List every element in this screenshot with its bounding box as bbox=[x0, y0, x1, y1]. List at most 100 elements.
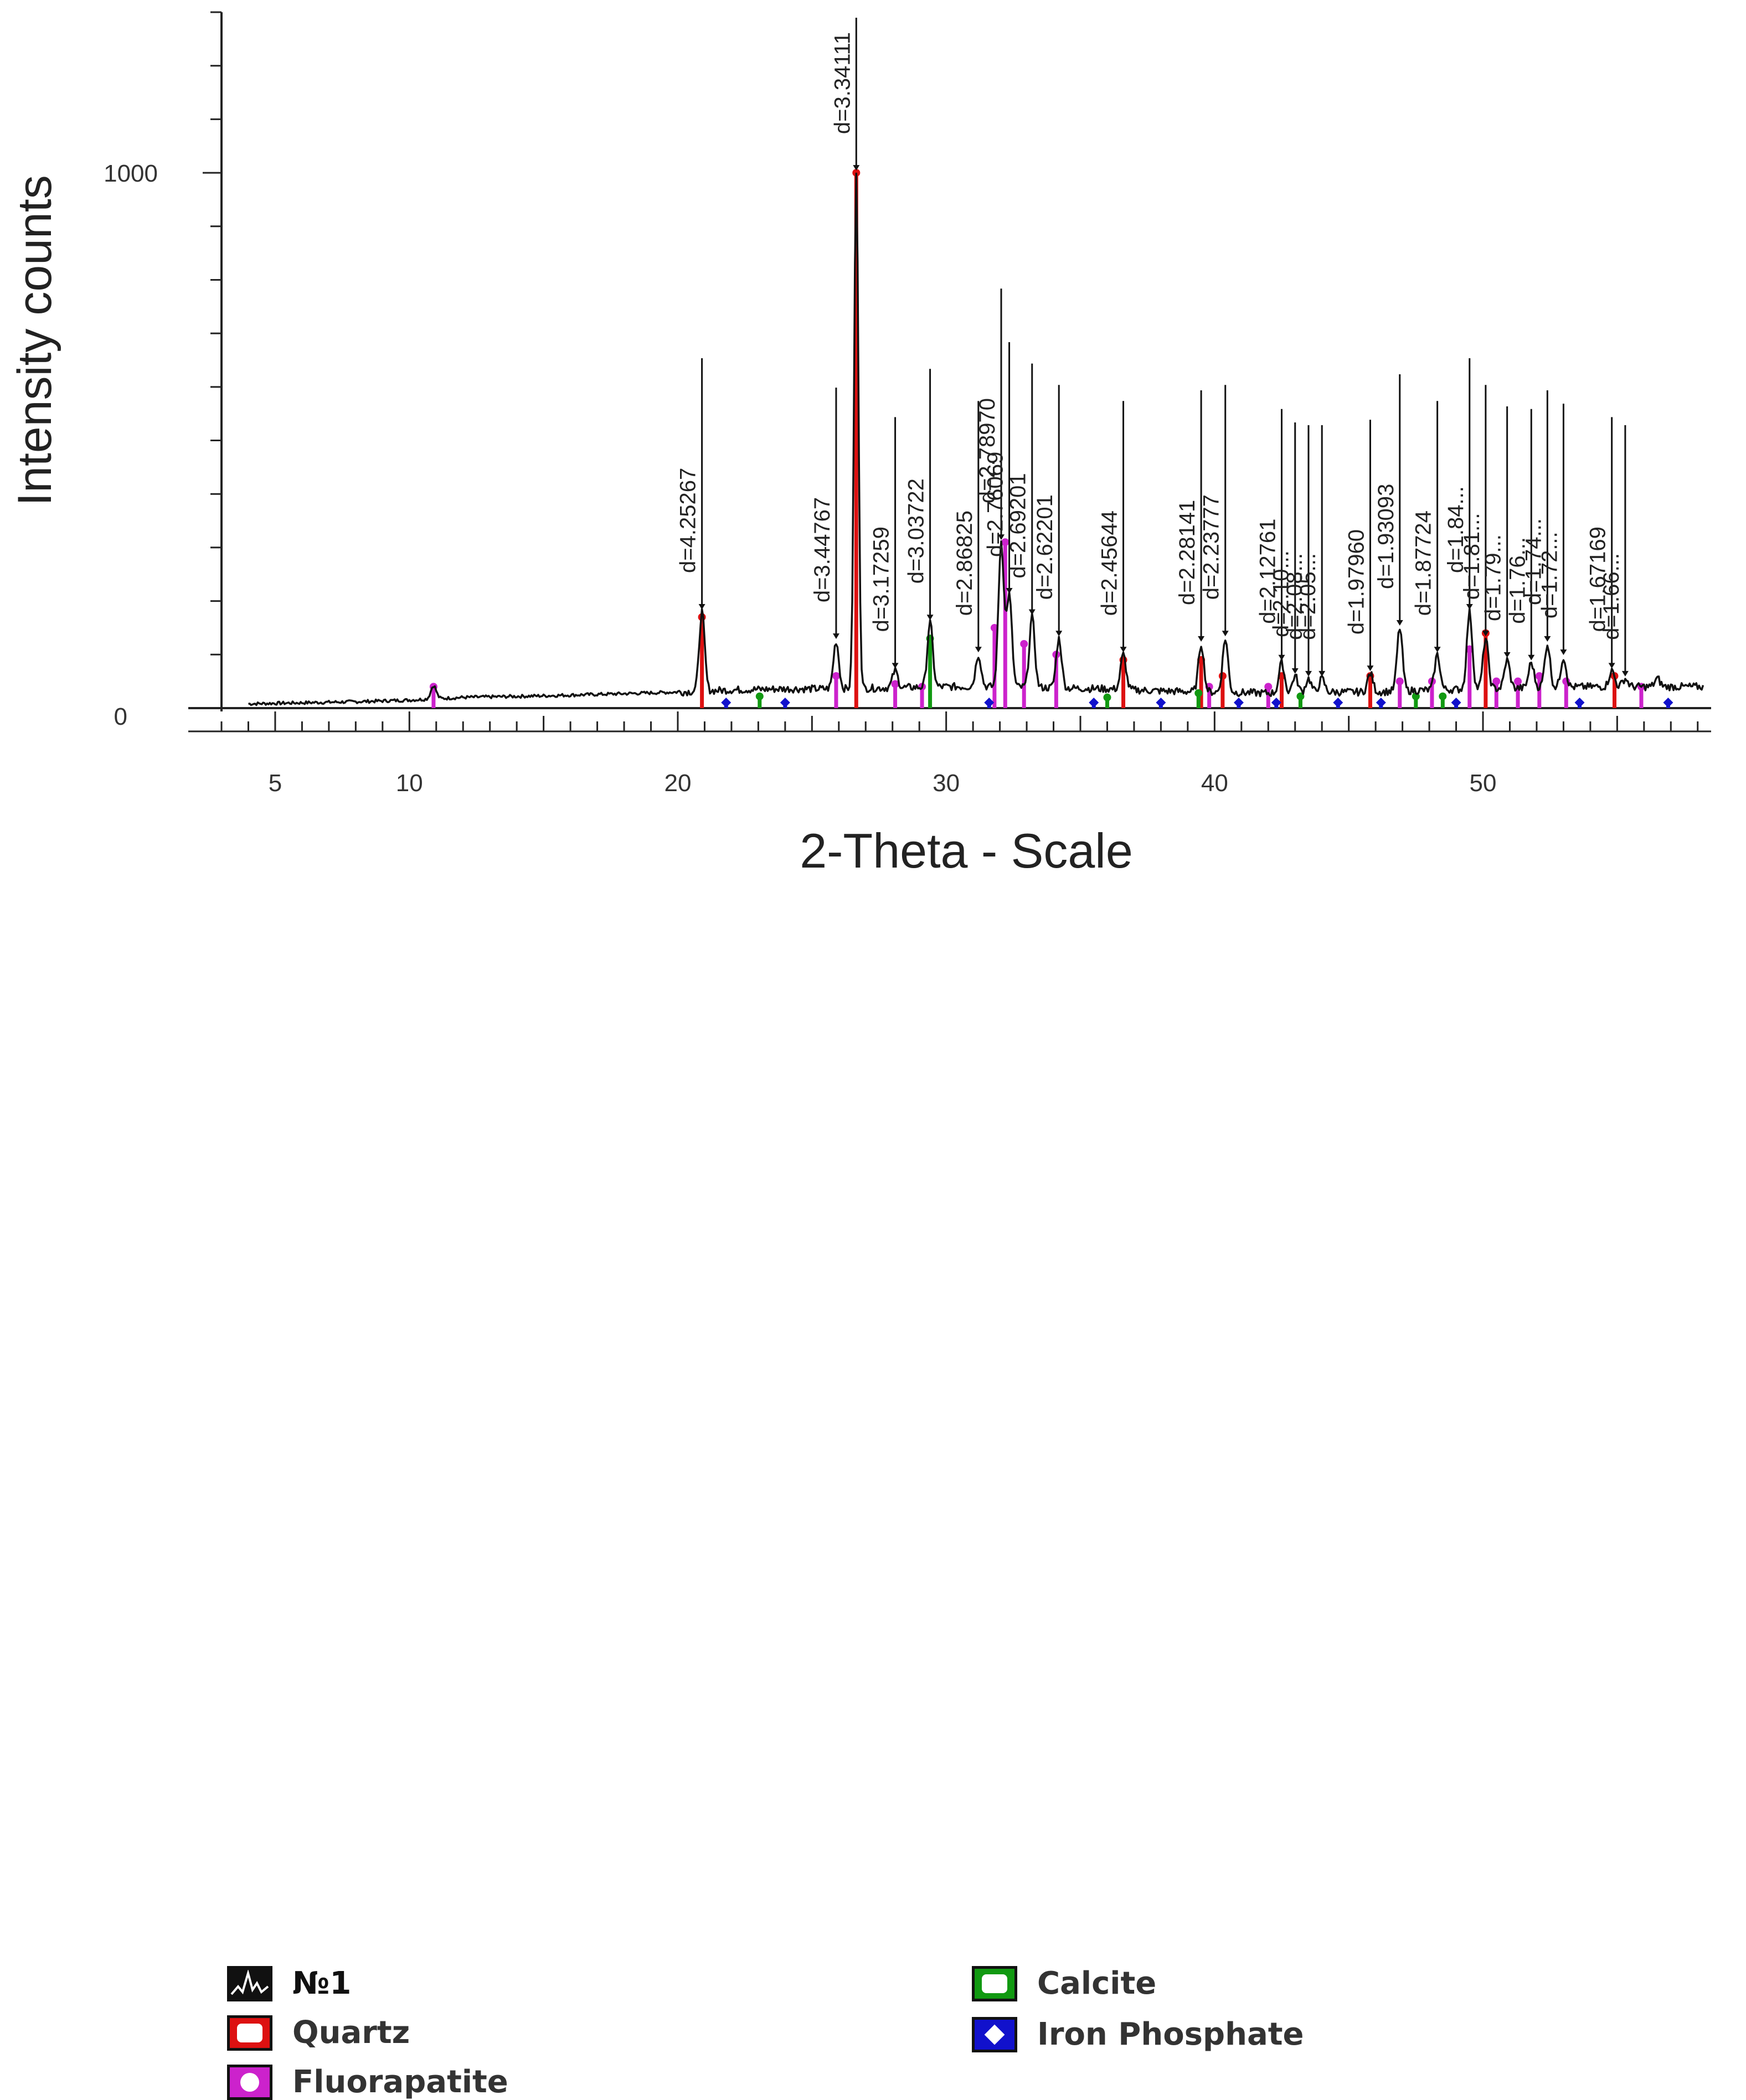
marker-fluorapatite bbox=[891, 680, 899, 688]
marker-fluorapatite bbox=[1535, 672, 1543, 680]
peak-label: d=1.84... bbox=[1444, 486, 1468, 573]
marker-iron-phosphate bbox=[780, 698, 790, 708]
peak-marker-arrow bbox=[892, 663, 899, 669]
marker-fluorapatite bbox=[1020, 639, 1028, 648]
peak-label: d=2.86825 bbox=[952, 510, 977, 616]
x-tick-label: 5 bbox=[269, 770, 282, 797]
marker-fluorapatite bbox=[1001, 538, 1010, 546]
peak-marker-arrow bbox=[1466, 603, 1473, 610]
peak-label: d=1.74... bbox=[1521, 518, 1546, 605]
green-square-icon bbox=[972, 1965, 1017, 2001]
legend-item-iron-phosphate: Iron Phosphate bbox=[972, 2016, 1304, 2052]
peak-marker-arrow bbox=[1006, 587, 1013, 594]
peak-marker-arrow bbox=[926, 615, 934, 621]
peak-marker-arrow bbox=[1434, 647, 1441, 653]
marker-calcite bbox=[755, 692, 764, 700]
peak-label: d=1.93093 bbox=[1374, 484, 1398, 589]
peak-marker-arrow bbox=[1198, 636, 1205, 642]
marker-iron-phosphate bbox=[1156, 698, 1166, 708]
xrd-chart: 5 10 20 30 40 50 0 1000 d=4.25267 d=3.44767 d=3.3… bbox=[8, 11, 1711, 2100]
peak-marker-arrow bbox=[832, 633, 839, 639]
legend-label-calcite: Calcite bbox=[1037, 1965, 1157, 2001]
marker-iron-phosphate bbox=[1271, 698, 1281, 708]
marker-fluorapatite bbox=[1514, 677, 1522, 685]
peak-marker-arrow bbox=[975, 647, 982, 653]
peak-label: d=2.05... bbox=[1296, 553, 1320, 640]
peak-label: d=2.12761 bbox=[1256, 519, 1280, 624]
peak-label: d=1.72... bbox=[1537, 532, 1562, 618]
y-tick-label: 0 bbox=[114, 703, 127, 730]
peak-label: d=4.25267 bbox=[676, 468, 701, 573]
peak-marker-arrow bbox=[1120, 647, 1127, 653]
marker-iron-phosphate bbox=[984, 698, 995, 708]
peak-label: d=3.34111 bbox=[830, 32, 854, 134]
peak-marker-arrow bbox=[1560, 649, 1567, 656]
marker-iron-phosphate bbox=[721, 698, 732, 708]
legend-label-iron-phosphate: Iron Phosphate bbox=[1037, 2016, 1304, 2052]
peak-label: d=3.17259 bbox=[869, 527, 894, 632]
phase-sticks bbox=[429, 169, 1673, 708]
x-tick-label: 50 bbox=[1470, 770, 1497, 797]
marker-fluorapatite bbox=[832, 672, 840, 680]
series-line-no1 bbox=[248, 172, 1704, 706]
pattern-series bbox=[248, 172, 1704, 706]
peak-marker-arrow bbox=[698, 603, 705, 610]
peak-label: d=2.62201 bbox=[1033, 494, 1057, 600]
y-tick-label: 1000 bbox=[104, 160, 158, 187]
peak-marker-arrow bbox=[1305, 670, 1312, 677]
peak-label: d=2.28141 bbox=[1175, 500, 1199, 605]
peak-marker-arrow bbox=[1055, 631, 1063, 637]
peak-marker-arrow bbox=[1028, 609, 1036, 615]
x-tick-label: 10 bbox=[396, 770, 423, 797]
x-tick-label: 40 bbox=[1201, 770, 1228, 797]
peak-marker-arrow bbox=[1544, 636, 1551, 642]
marker-fluorapatite bbox=[1264, 683, 1273, 691]
magenta-circle-icon bbox=[227, 2064, 272, 2100]
peak-label: d=3.03722 bbox=[904, 478, 929, 584]
peak-label: d=2.10... bbox=[1269, 550, 1294, 637]
marker-iron-phosphate bbox=[1333, 698, 1343, 708]
peak-label: d=2.78970 bbox=[975, 398, 1000, 503]
peak-labels: d=4.25267 d=3.44767 d=3.34111 d=3.17259 d=3.… bbox=[676, 18, 1629, 677]
marker-iron-phosphate bbox=[1376, 698, 1386, 708]
peak-label: d=1.81... bbox=[1460, 513, 1484, 600]
peak-marker-arrow bbox=[853, 165, 860, 171]
marker-quartz bbox=[1218, 672, 1227, 680]
red-square-icon bbox=[227, 2015, 272, 2051]
legend-label-quartz: Quartz bbox=[292, 2015, 410, 2051]
peak-label: d=2.69201 bbox=[1006, 473, 1031, 578]
peak-label: d=1.87724 bbox=[1412, 510, 1436, 616]
peak-label: d=1.97960 bbox=[1344, 529, 1368, 634]
legend-item-calcite: Calcite bbox=[972, 1965, 1156, 2001]
peak-marker-arrow bbox=[1291, 668, 1299, 674]
peak-label: d=2.08... bbox=[1283, 553, 1307, 640]
axes: 5 10 20 30 40 50 0 1000 bbox=[104, 11, 1711, 797]
marker-calcite bbox=[1194, 689, 1203, 697]
peak-marker-arrow bbox=[1367, 665, 1374, 672]
peak-label: d=3.44767 bbox=[810, 497, 835, 602]
marker-fluorapatite bbox=[1492, 677, 1501, 685]
peak-label: d=2.23777 bbox=[1199, 494, 1224, 600]
peak-label: d=2.76069 bbox=[983, 452, 1008, 557]
peak-marker-arrow bbox=[1318, 670, 1326, 677]
marker-iron-phosphate bbox=[1574, 698, 1585, 708]
x-tick-label: 30 bbox=[933, 770, 960, 797]
peak-marker-arrow bbox=[1608, 663, 1615, 669]
marker-fluorapatite bbox=[990, 623, 998, 632]
blue-diamond-icon bbox=[972, 2016, 1017, 2052]
peak-label: d=2.45644 bbox=[1098, 510, 1122, 616]
xrd-plot: 5 10 20 30 40 50 0 1000 d=4.25267 d=3.44767 d=3.3… bbox=[8, 11, 1711, 878]
peak-label: d=1.67169 bbox=[1586, 527, 1610, 632]
legend-item-quartz: Quartz bbox=[227, 2015, 410, 2051]
marker-iron-phosphate bbox=[1451, 698, 1461, 708]
peak-marker-arrow bbox=[1528, 654, 1535, 661]
legend-item-no1: №1 bbox=[227, 1965, 351, 2001]
peak-marker-arrow bbox=[1222, 631, 1229, 637]
marker-iron-phosphate bbox=[1089, 698, 1099, 708]
peak-marker-arrow bbox=[1396, 620, 1403, 626]
peak-marker-arrow bbox=[1503, 652, 1511, 658]
marker-calcite bbox=[1439, 692, 1447, 700]
marker-iron-phosphate bbox=[1233, 698, 1244, 708]
legend-label-fluorapatite: Fluorapatite bbox=[292, 2064, 508, 2100]
y-axis-title: Intensity counts bbox=[8, 175, 61, 506]
